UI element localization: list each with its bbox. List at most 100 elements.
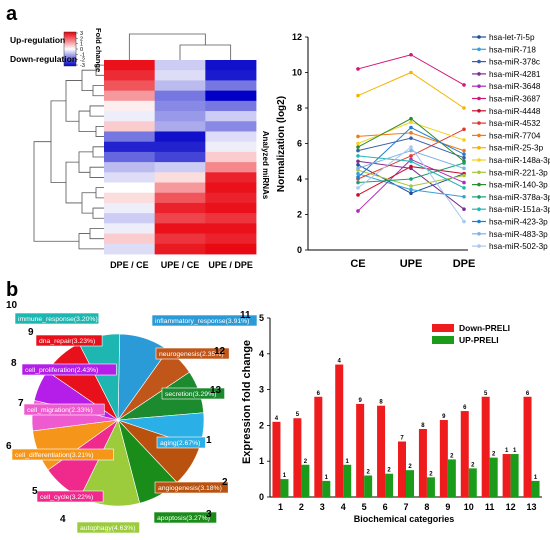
- heatmap-cell: [154, 233, 206, 245]
- legend-entry-label: hsa-miR-4448: [489, 107, 541, 116]
- y-tick-label: 0: [259, 492, 264, 502]
- dendrogram-branch: [78, 233, 104, 250]
- legend-swatch: [432, 336, 454, 344]
- bar-data-label: 1: [283, 473, 287, 479]
- heatmap-cell: [104, 223, 156, 234]
- bar: [385, 473, 394, 497]
- series-point: [356, 141, 360, 146]
- x-tick-label: 3: [320, 502, 325, 512]
- heatmap-cell: [205, 111, 257, 122]
- pie-slice-number: 5: [32, 486, 38, 497]
- pie-label-box: [151, 314, 258, 327]
- y-tick-label: 5: [259, 313, 264, 323]
- bar-data-label: 2: [429, 471, 433, 477]
- series-point: [356, 134, 360, 139]
- series-point: [409, 187, 413, 192]
- bar: [293, 418, 302, 497]
- pie-label-box: [76, 521, 140, 534]
- legend-swatch-point: [477, 133, 481, 138]
- series-point: [356, 186, 360, 190]
- heatmap-cell: [154, 90, 206, 102]
- legend-entry-label: hsa-miR-140-3p: [489, 181, 548, 190]
- bar-data-label: 7: [400, 436, 404, 442]
- pie-label-box: [11, 448, 114, 461]
- pie-slice-number: 9: [28, 327, 34, 338]
- bar-data-label: 2: [387, 468, 391, 474]
- series-point: [409, 70, 413, 75]
- legend-tick-label: -2: [80, 58, 85, 64]
- legend-entry-label: hsa-miR-3648: [489, 82, 541, 91]
- heatmap-column-label: UPE / CE: [161, 260, 200, 270]
- heatmap-cell: [104, 213, 156, 224]
- bar-chart-ylabel: Expression fold change: [241, 340, 253, 464]
- heatmap-column-label: DPE / CE: [110, 260, 149, 270]
- dendrogram-branch: [89, 228, 104, 240]
- pie-label-box: [21, 363, 117, 376]
- bar-data-label: 2: [408, 464, 412, 470]
- heatmap-cell: [154, 121, 206, 132]
- legend-swatch-point: [477, 72, 481, 76]
- bar-data-label: 9: [442, 414, 446, 420]
- series-point: [462, 180, 466, 185]
- bar: [356, 403, 365, 497]
- heatmap-cell: [154, 162, 206, 173]
- legend-swatch-point: [477, 96, 481, 101]
- pie-slice-label: neurogenesis(2.35%): [159, 351, 224, 358]
- pie-slice-label: cell_proliferation(2.43%): [25, 367, 98, 374]
- dendrogram-branch: [78, 151, 93, 173]
- series-point: [356, 166, 360, 171]
- legend-swatch-point: [477, 47, 481, 52]
- legend-tick-label: 0: [80, 47, 83, 53]
- pie-label-box: [35, 334, 103, 347]
- heatmap-cell: [104, 141, 156, 153]
- series-point: [409, 184, 413, 188]
- legend-swatch-point: [477, 109, 481, 113]
- pie-slice-label: cell_migration(2.33%): [27, 407, 93, 414]
- bar-data-label: 5: [296, 412, 300, 418]
- heatmap-cell: [154, 100, 206, 112]
- legend-entry-label: hsa-miR-423-3p: [489, 218, 548, 227]
- bar-data-label: 6: [463, 405, 467, 411]
- heatmap-cell: [154, 192, 206, 204]
- legend-swatch: [432, 324, 454, 332]
- y-tick-label: 6: [297, 139, 302, 149]
- series-point: [356, 159, 360, 164]
- bar-data-label: 1: [513, 448, 517, 454]
- bar-data-label: 2: [471, 462, 475, 468]
- series-point: [356, 193, 360, 197]
- heatmap-cell: [205, 121, 257, 132]
- heatmap-cell: [205, 182, 257, 194]
- pie-slice-number: 12: [214, 346, 226, 357]
- legend-swatch-point: [477, 35, 481, 39]
- bar-data-label: 2: [450, 453, 454, 459]
- dendrogram-branch: [92, 146, 104, 158]
- heatmap-cell: [205, 233, 257, 245]
- series-point: [409, 131, 413, 135]
- series-point: [409, 52, 413, 57]
- x-tick-label: 10: [464, 502, 474, 512]
- x-tick-label: 1: [278, 502, 283, 512]
- dendrogram-branch: [81, 69, 96, 92]
- series-point: [409, 136, 413, 140]
- pie-slices: [31, 333, 205, 507]
- legend-down-label: Down-regulation: [10, 54, 77, 64]
- heatmap-cell: [154, 111, 206, 122]
- y-tick-label: 12: [292, 32, 302, 42]
- heatmap-cell: [154, 172, 206, 183]
- pie-slice-number: 1: [206, 435, 212, 446]
- bar: [343, 464, 352, 497]
- dendrogram-branch: [128, 33, 206, 60]
- pie-label-box: [153, 511, 217, 524]
- y-tick-label: 10: [292, 68, 302, 78]
- bar: [272, 421, 281, 497]
- bar: [468, 468, 477, 497]
- heatmap-column-labels: DPE / CE UPE / CE UPE / DPE: [110, 260, 253, 270]
- bar: [280, 479, 289, 497]
- heatmap-cell: [104, 100, 156, 112]
- bar: [335, 364, 344, 497]
- bar: [301, 464, 310, 497]
- x-tick-label: 6: [383, 502, 388, 512]
